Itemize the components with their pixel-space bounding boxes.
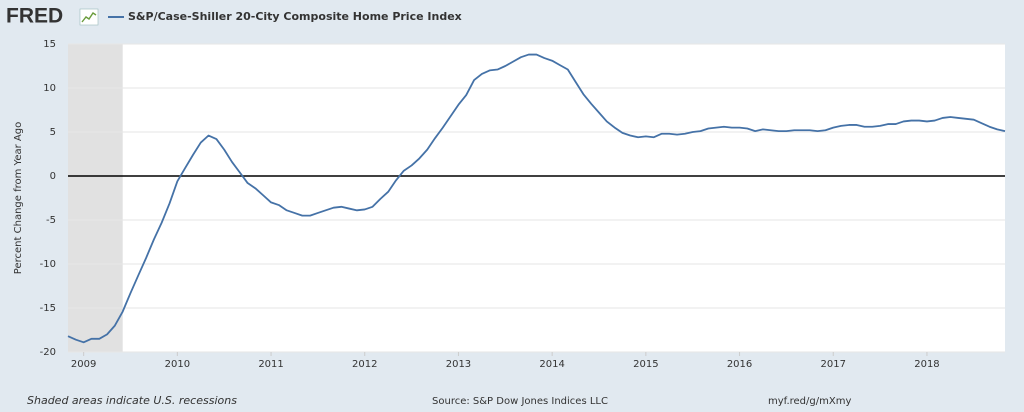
x-tick-label: 2009 (71, 359, 96, 370)
plot-area (68, 44, 1005, 352)
recession-shade (68, 44, 123, 352)
logo: FRED (6, 5, 63, 28)
x-tick-label: 2018 (914, 359, 939, 370)
source-note: Source: S&P Dow Jones Indices LLC (432, 396, 608, 407)
x-tick-label: 2014 (539, 359, 564, 370)
y-tick-label: -5 (46, 215, 56, 226)
y-tick-label: 15 (43, 39, 56, 50)
logo-icon (79, 8, 99, 26)
x-tick-label: 2012 (352, 359, 377, 370)
link-note: myf.red/g/mXmy (768, 396, 851, 407)
x-tick-label: 2011 (258, 359, 283, 370)
series-line (67, 53, 1006, 344)
x-tick-label: 2015 (633, 359, 658, 370)
legend-label: S&P/Case-Shiller 20-City Composite Home … (128, 10, 462, 23)
recession-note: Shaded areas indicate U.S. recessions (27, 394, 237, 407)
x-tick-label: 2013 (446, 359, 471, 370)
y-tick-label: -15 (40, 303, 56, 314)
x-tick-label: 2017 (821, 359, 846, 370)
x-tick-label: 2016 (727, 359, 752, 370)
x-tick-label: 2010 (165, 359, 190, 370)
y-tick-label: 0 (50, 171, 56, 182)
y-tick-label: -20 (40, 347, 56, 358)
y-tick-label: 10 (43, 83, 56, 94)
y-axis-label: Percent Change from Year Ago (13, 122, 24, 274)
y-tick-label: -10 (40, 259, 56, 270)
y-tick-label: 5 (50, 127, 56, 138)
